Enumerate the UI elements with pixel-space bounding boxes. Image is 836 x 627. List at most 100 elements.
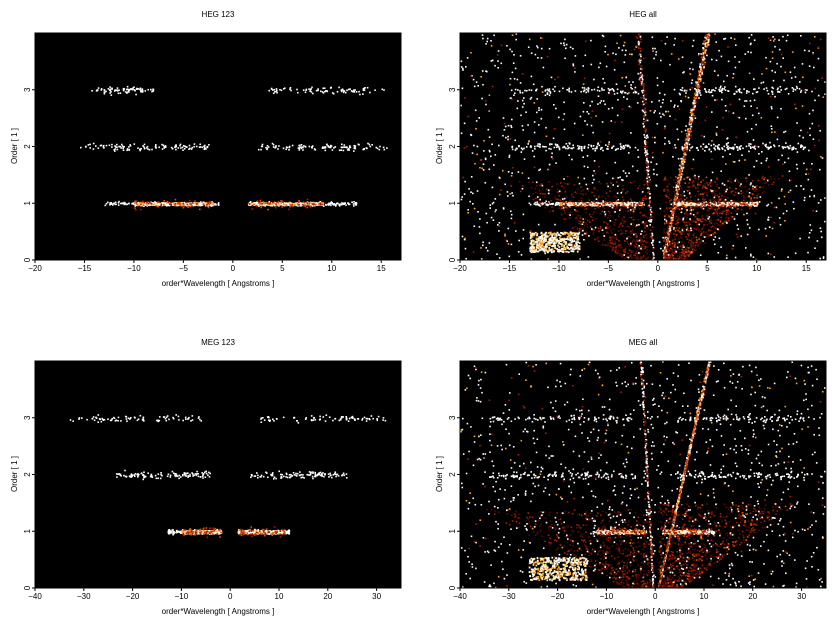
data-point: [686, 202, 689, 205]
data-point: [134, 205, 136, 207]
data-point: [702, 55, 705, 57]
data-point: [705, 219, 708, 222]
data-point: [723, 88, 725, 90]
data-point: [718, 196, 720, 198]
data-point: [752, 180, 754, 182]
data-point: [690, 109, 693, 112]
data-point: [667, 258, 669, 261]
data-point: [690, 242, 693, 245]
data-point: [611, 88, 614, 90]
data-point: [717, 147, 720, 149]
data-point: [340, 90, 343, 93]
data-point: [528, 89, 531, 91]
data-point: [125, 203, 127, 205]
data-point: [374, 89, 376, 91]
data-point: [702, 63, 704, 66]
data-point: [663, 248, 666, 251]
data-point: [709, 199, 711, 201]
data-point: [342, 89, 345, 92]
data-point: [787, 93, 790, 95]
data-point: [700, 145, 702, 148]
data-point: [720, 216, 723, 219]
data-point: [591, 89, 593, 91]
data-point: [696, 81, 699, 84]
data-point: [718, 207, 720, 209]
data-point: [620, 146, 623, 149]
data-point: [772, 87, 774, 90]
data-point: [358, 143, 360, 146]
data-point: [685, 146, 687, 149]
data-point: [605, 202, 607, 204]
data-point: [669, 225, 671, 228]
data-point: [195, 145, 198, 148]
data-point: [688, 255, 690, 257]
data-point: [158, 203, 161, 205]
data-point: [195, 202, 197, 204]
data-point: [523, 147, 525, 150]
data-point: [757, 179, 759, 182]
data-point: [694, 199, 696, 202]
data-point: [719, 212, 721, 214]
data-point: [527, 143, 529, 145]
data-point: [692, 175, 695, 178]
data-point: [297, 201, 300, 204]
data-point: [272, 89, 274, 91]
data-point: [687, 200, 689, 203]
data-point: [580, 202, 582, 204]
y-tick-label: 2: [23, 144, 32, 149]
data-point: [722, 204, 725, 206]
data-point: [792, 146, 795, 148]
data-point: [355, 91, 358, 93]
data-point: [698, 218, 700, 220]
data-point: [642, 199, 644, 202]
data-point: [251, 204, 254, 207]
data-point: [354, 203, 356, 205]
data-point: [580, 200, 583, 202]
data-point: [536, 203, 538, 206]
data-point: [716, 219, 718, 221]
data-point: [612, 145, 615, 147]
data-point: [754, 148, 757, 150]
data-point: [351, 90, 354, 93]
data-point: [674, 230, 677, 232]
data-point: [176, 203, 179, 206]
data-point: [697, 79, 700, 82]
data-point: [701, 187, 704, 189]
data-point: [587, 146, 589, 149]
data-point: [606, 202, 609, 205]
data-point: [679, 254, 681, 257]
data-point: [795, 148, 797, 150]
data-point: [131, 202, 134, 205]
data-point: [713, 200, 715, 202]
data-point: [755, 203, 757, 205]
data-point: [728, 205, 730, 208]
data-point: [291, 203, 294, 205]
data-point: [323, 87, 326, 89]
data-point: [696, 97, 698, 100]
data-point: [693, 227, 696, 230]
data-point: [116, 87, 119, 89]
data-point: [626, 92, 629, 95]
data-point: [126, 91, 128, 94]
data-point: [269, 204, 272, 207]
data-point: [676, 255, 679, 257]
data-point: [179, 144, 181, 147]
data-point: [636, 202, 639, 204]
data-point: [267, 208, 269, 211]
data-point: [700, 207, 703, 210]
data-point: [683, 253, 685, 255]
data-point: [268, 201, 271, 203]
data-point: [161, 143, 163, 146]
data-point: [761, 177, 764, 180]
data-point: [708, 203, 710, 205]
data-point: [710, 222, 713, 224]
data-point: [200, 201, 202, 203]
data-point: [664, 194, 667, 196]
data-point: [692, 220, 695, 223]
data-point: [328, 202, 330, 205]
data-point: [670, 215, 672, 217]
data-point: [330, 202, 332, 204]
data-point: [674, 204, 676, 206]
data-point: [754, 88, 756, 90]
data-point: [641, 202, 644, 204]
